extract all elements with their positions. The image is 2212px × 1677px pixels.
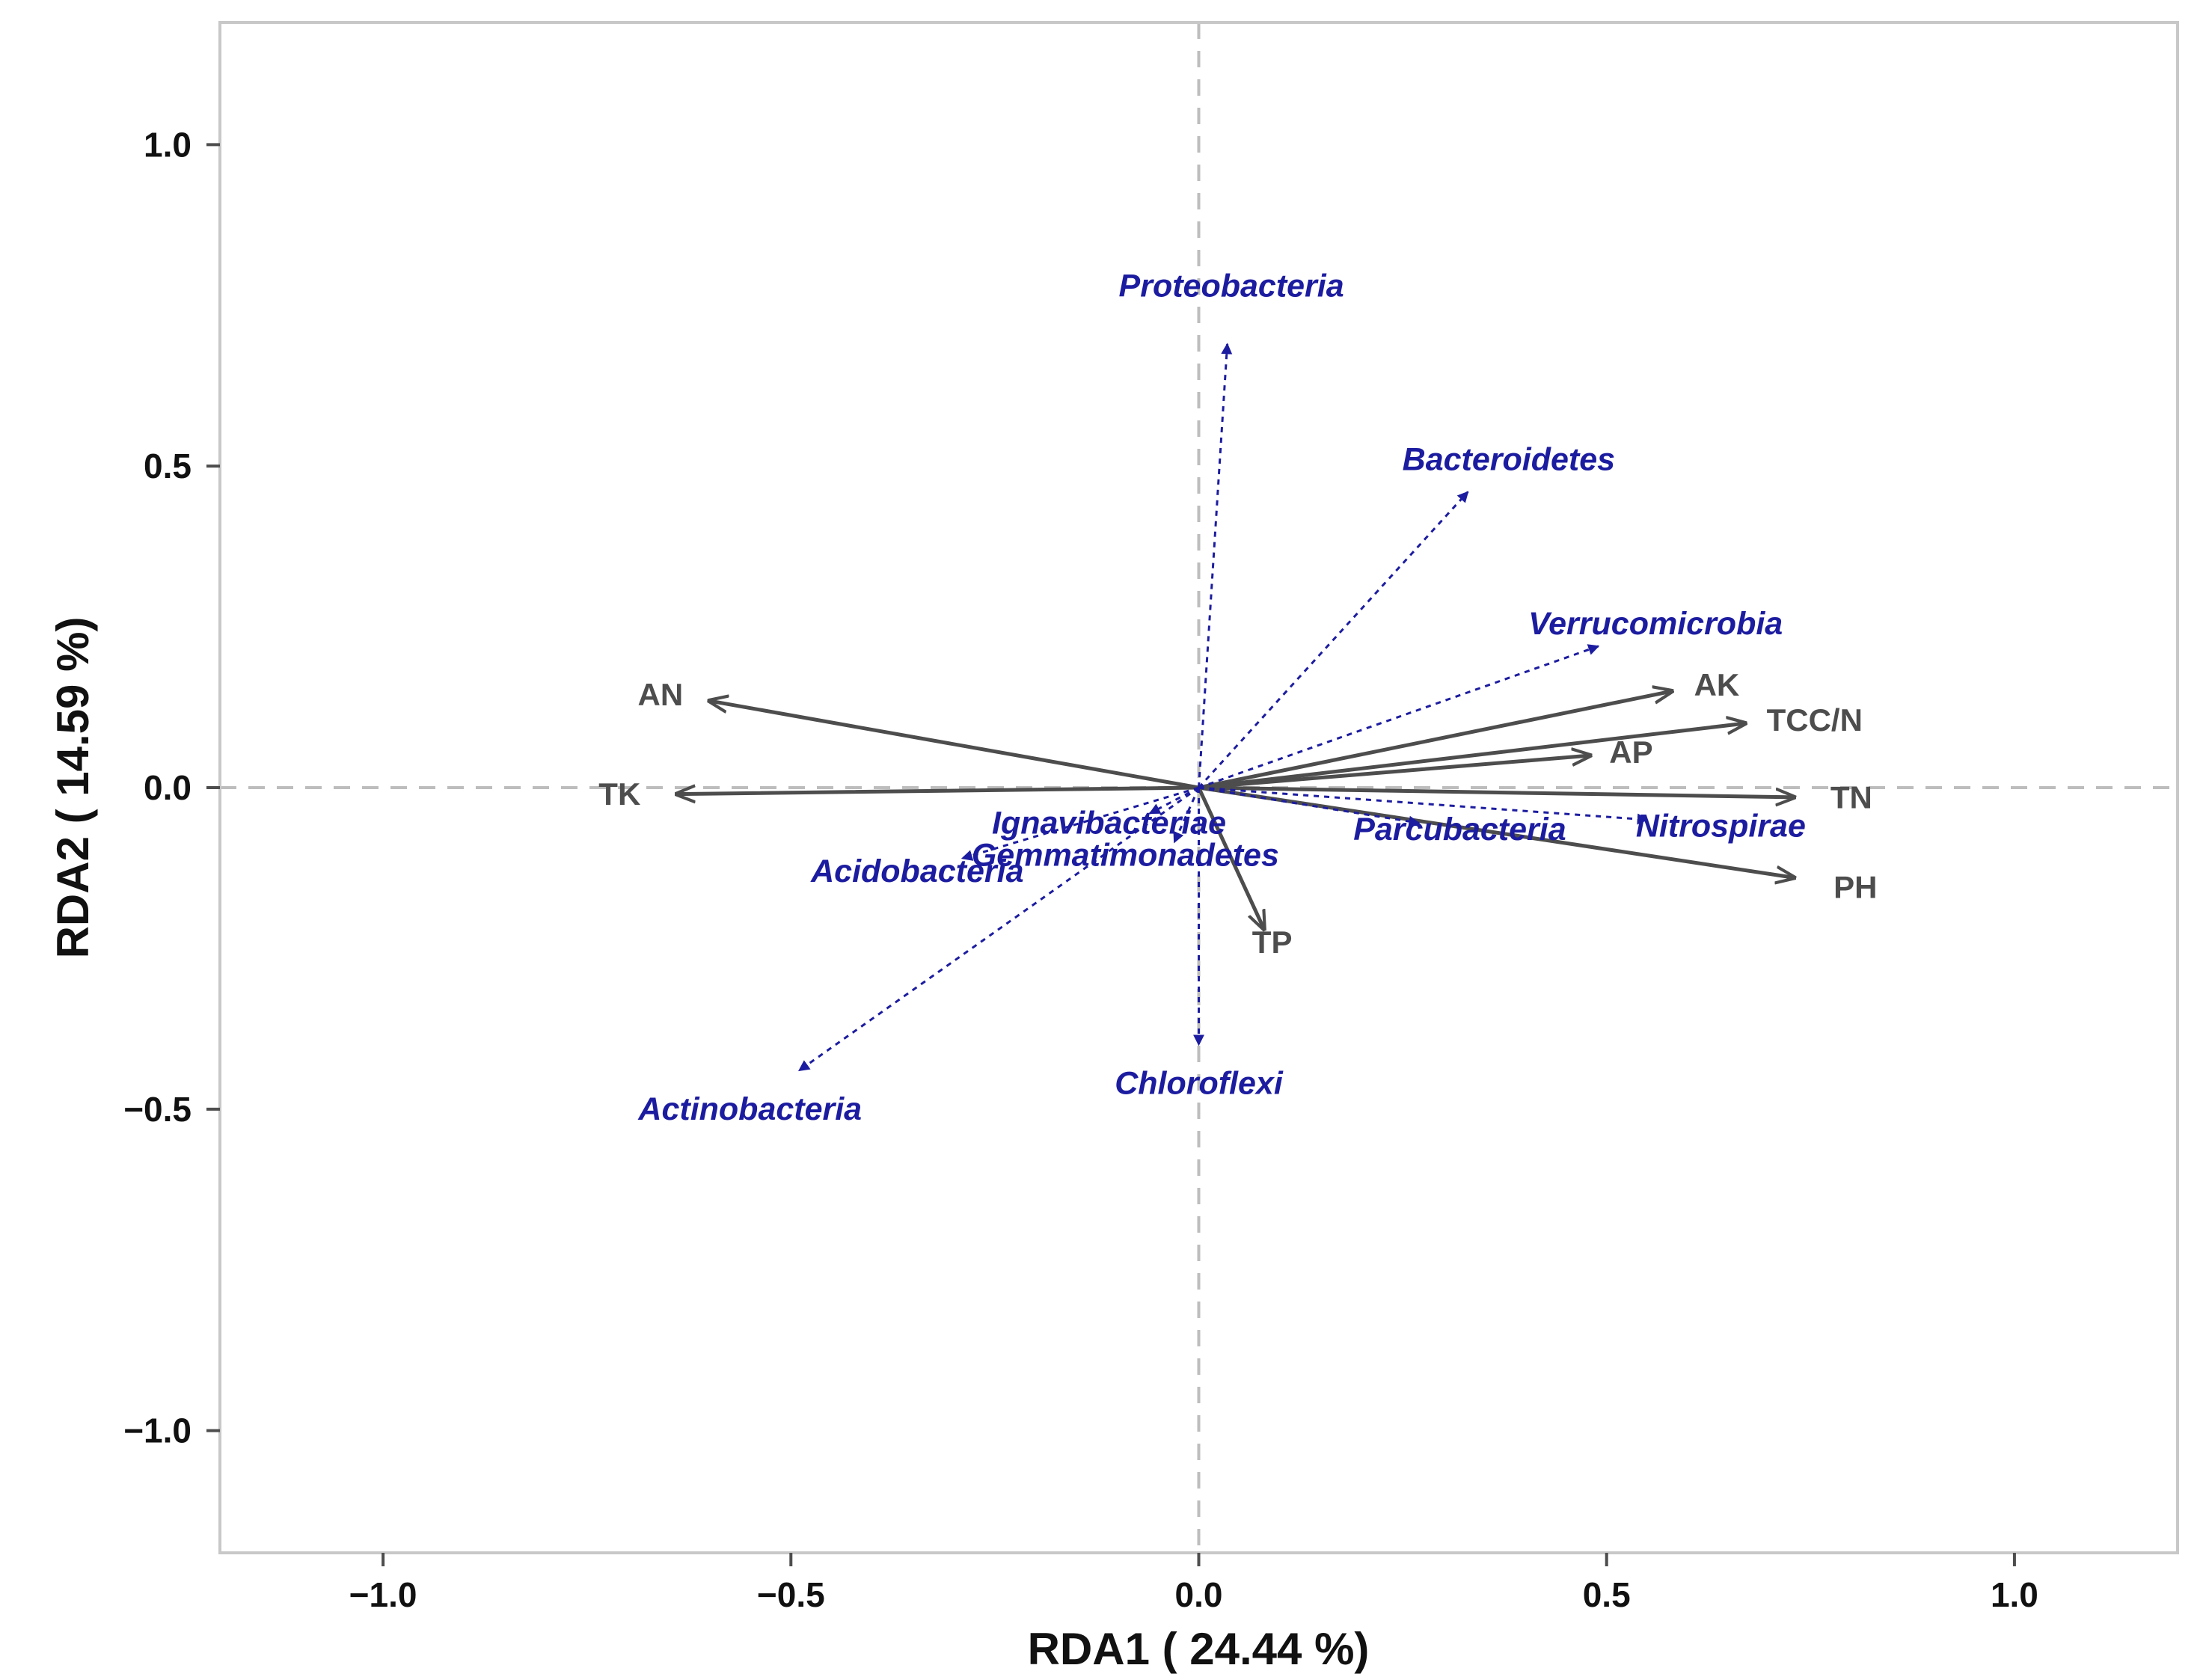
env-label-tp: TP xyxy=(1252,925,1293,960)
env-arrow-an xyxy=(709,701,1201,790)
species-label-actinobacteria: Actinobacteria xyxy=(637,1091,862,1127)
species-arrow-nitrospirae xyxy=(1198,786,1649,825)
env-label-ap: AP xyxy=(1609,735,1652,770)
environmental-labels: AN TK AK TCC/N AP TN PH TP xyxy=(598,667,1877,960)
y-tick-label: 0.0 xyxy=(144,768,192,807)
env-label-tk: TK xyxy=(598,776,640,812)
species-arrows xyxy=(797,343,1649,1072)
env-label-an: AN xyxy=(637,677,683,712)
species-arrow-actinobacteria xyxy=(797,786,1200,1072)
species-label-gemmatimonadetes: Gemmatimonadetes xyxy=(972,837,1279,873)
species-label-ignavibacteriae: Ignavibacteriae xyxy=(992,805,1226,841)
species-arrow-proteobacteria xyxy=(1198,343,1233,788)
env-label-ph: PH xyxy=(1833,870,1877,905)
env-label-tcc-n: TCC/N xyxy=(1767,702,1863,738)
species-label-verrucomicrobia: Verrucomicrobia xyxy=(1528,606,1783,642)
species-labels: Proteobacteria Bacteroidetes Verrucomicrob… xyxy=(637,268,1805,1126)
y-tick-label: 0.5 xyxy=(144,447,192,485)
species-arrow-ignavibacteriae xyxy=(1148,786,1200,815)
x-tick-label: −1.0 xyxy=(349,1575,417,1614)
y-axis-title: RDA2 ( 14.59 %) xyxy=(48,617,98,959)
species-label-nitrospirae: Nitrospirae xyxy=(1636,809,1806,844)
env-arrow-tcc-n xyxy=(1197,723,1746,790)
x-axis: −1.0 −0.5 0.0 0.5 1.0 xyxy=(349,1553,2038,1614)
env-arrow-ph xyxy=(1197,785,1795,877)
species-label-proteobacteria: Proteobacteria xyxy=(1119,268,1344,304)
y-tick-label: −0.5 xyxy=(123,1090,192,1129)
env-arrow-ak xyxy=(1197,691,1672,790)
x-tick-label: 1.0 xyxy=(1991,1575,2038,1614)
y-axis: 1.0 0.5 0.0 −0.5 −1.0 xyxy=(123,125,220,1450)
env-label-ak: AK xyxy=(1694,667,1740,702)
x-tick-label: 0.5 xyxy=(1583,1575,1631,1614)
environmental-arrows xyxy=(677,691,1795,929)
env-label-tn: TN xyxy=(1830,779,1872,815)
y-tick-label: 1.0 xyxy=(144,125,192,164)
env-arrow-tp xyxy=(1197,785,1264,929)
x-tick-label: 0.0 xyxy=(1175,1575,1223,1614)
species-arrow-bacteroidetes xyxy=(1198,491,1469,789)
x-axis-title: RDA1 ( 24.44 %) xyxy=(1028,1624,1370,1674)
species-label-bacteroidetes: Bacteroidetes xyxy=(1403,442,1615,478)
species-label-chloroflexi: Chloroflexi xyxy=(1115,1065,1284,1101)
env-arrow-tn xyxy=(1197,785,1795,797)
species-label-parcubacteria: Parcubacteria xyxy=(1353,812,1566,847)
species-arrow-verrucomicrobia xyxy=(1198,644,1600,789)
env-arrow-ap xyxy=(1197,755,1590,790)
y-tick-label: −1.0 xyxy=(123,1411,192,1450)
species-label-acidobacteria: Acidobacteria xyxy=(810,853,1023,889)
x-tick-label: −0.5 xyxy=(757,1575,825,1614)
env-arrow-tk xyxy=(677,788,1201,794)
